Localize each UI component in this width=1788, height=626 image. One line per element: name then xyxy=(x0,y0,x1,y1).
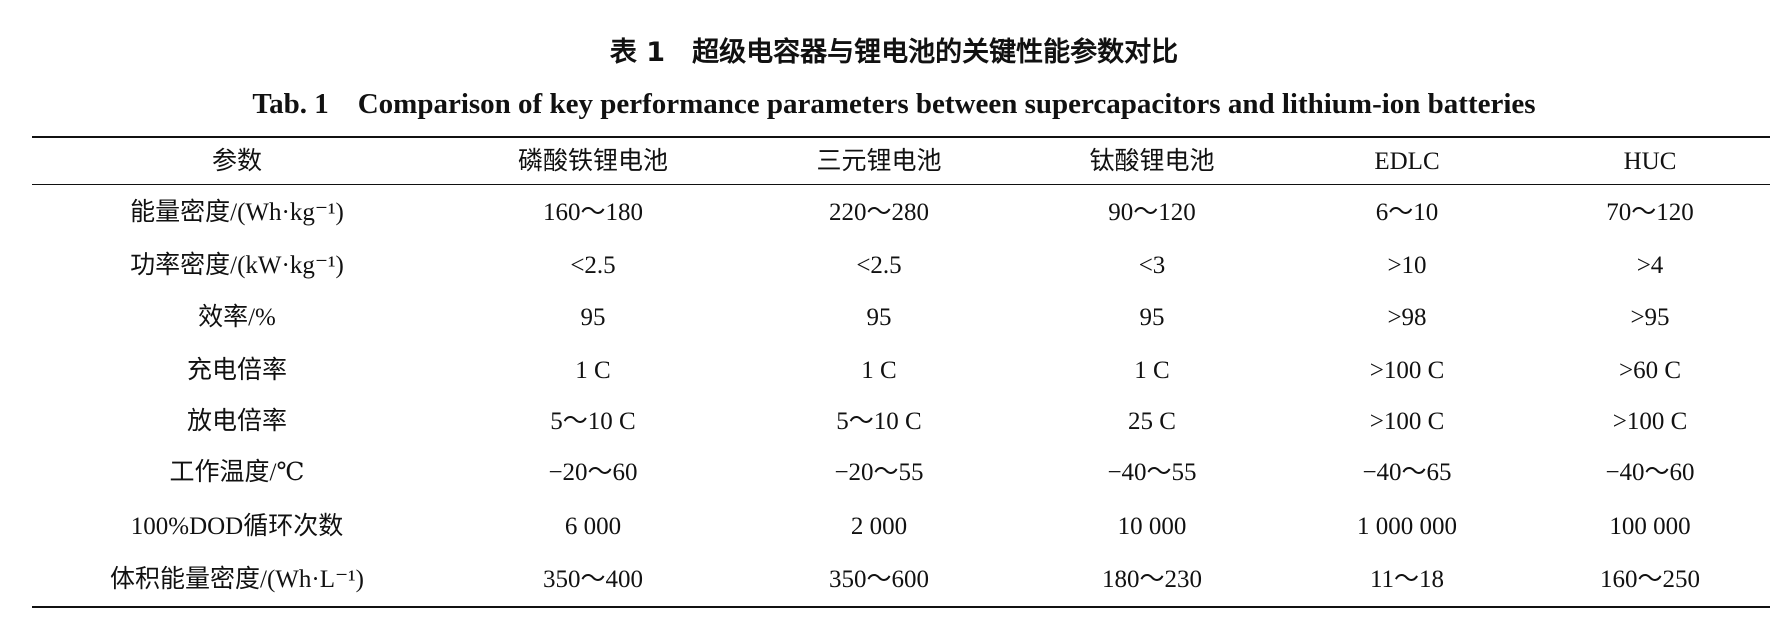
header-cell: EDLC xyxy=(1374,148,1440,175)
row-label: 功率密度/(kW·kg⁻¹) xyxy=(130,252,344,279)
table-cell: >4 xyxy=(1636,252,1664,279)
table-cell: 350～600 xyxy=(828,566,929,593)
table-cell: −20～60 xyxy=(548,459,638,486)
table-cell: 220～280 xyxy=(828,199,929,226)
bottom-rule xyxy=(32,606,1770,608)
table-cell: 10 000 xyxy=(1117,513,1187,540)
table-cell: >10 xyxy=(1387,252,1427,279)
table-cell: <2.5 xyxy=(856,252,902,279)
table-cell: 90～120 xyxy=(1108,199,1196,226)
table-cell: 95 xyxy=(1139,304,1165,331)
table-cell: >100 C xyxy=(1612,408,1688,435)
table-cell: 6 000 xyxy=(564,513,622,540)
table-cell: 5～10 C xyxy=(550,408,636,435)
table-cell: 25 C xyxy=(1128,408,1176,435)
table-cell: 1 C xyxy=(861,357,897,384)
row-label: 效率/% xyxy=(198,304,276,331)
header-cell: 钛酸锂电池 xyxy=(1089,148,1215,175)
table-cell: 95 xyxy=(580,304,606,331)
row-label: 放电倍率 xyxy=(186,408,287,435)
table-cell: −40～55 xyxy=(1107,459,1197,486)
header-cell: 三元锂电池 xyxy=(816,148,942,175)
table-cell: 1 000 000 xyxy=(1357,513,1457,540)
row-label: 充电倍率 xyxy=(186,357,287,384)
table-cell: <2.5 xyxy=(570,252,616,279)
table-title-en: Tab. 1 Comparison of key performance par… xyxy=(252,88,1536,120)
table-cell: −40～65 xyxy=(1362,459,1452,486)
table-cell: 11～18 xyxy=(1369,566,1445,593)
table-cell: >100 C xyxy=(1369,357,1445,384)
table-title-cn: 表 1 超级电容器与锂电池的关键性能参数对比 xyxy=(609,37,1179,68)
row-label: 100%DOD循环次数 xyxy=(130,513,344,540)
table-cell: 70～120 xyxy=(1606,199,1694,226)
table-cell: 2 000 xyxy=(850,513,908,540)
table-cell: 160～250 xyxy=(1599,566,1700,593)
row-label: 工作温度/℃ xyxy=(169,459,305,486)
top-rule xyxy=(32,136,1770,138)
row-label: 体积能量密度/(Wh·L⁻¹) xyxy=(110,566,364,593)
row-label: 能量密度/(Wh·kg⁻¹) xyxy=(130,199,344,226)
table-cell: −20～55 xyxy=(834,459,924,486)
table-cell: 5～10 C xyxy=(836,408,922,435)
table-cell: −40～60 xyxy=(1605,459,1695,486)
table-cell: 350～400 xyxy=(542,566,643,593)
table-cell: 160～180 xyxy=(542,199,643,226)
header-cell: 磷酸铁锂电池 xyxy=(517,148,668,175)
header-cell: HUC xyxy=(1623,148,1677,175)
table-cell: >98 xyxy=(1387,304,1427,331)
table-cell: 1 C xyxy=(1134,357,1170,384)
table-cell: >95 xyxy=(1630,304,1670,331)
table-cell: >60 C xyxy=(1618,357,1682,384)
table-cell: 180～230 xyxy=(1101,566,1202,593)
header-cell: 参数 xyxy=(211,148,262,175)
header-rule xyxy=(32,184,1770,185)
table-cell: 100 000 xyxy=(1609,513,1691,540)
table-cell: <3 xyxy=(1138,252,1166,279)
table-cell: >100 C xyxy=(1369,408,1445,435)
table-cell: 95 xyxy=(866,304,892,331)
table-cell: 6～10 xyxy=(1375,199,1439,226)
table-cell: 1 C xyxy=(575,357,611,384)
